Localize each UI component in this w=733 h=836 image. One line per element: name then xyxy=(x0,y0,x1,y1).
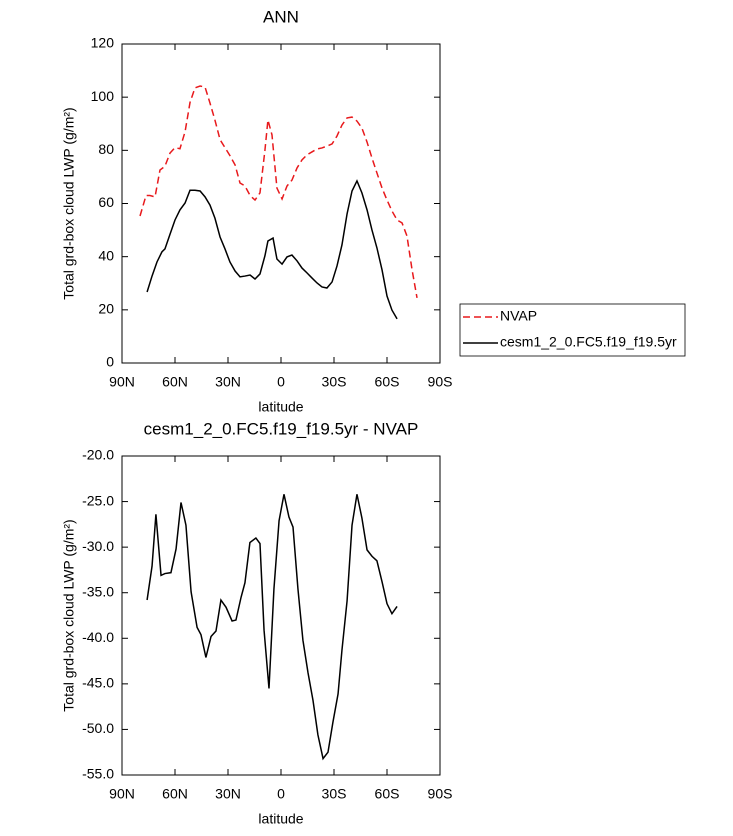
chart-title: ANN xyxy=(263,7,299,26)
x-axis-title: latitude xyxy=(258,811,303,827)
y-tick-label: 20 xyxy=(98,301,114,317)
legend-box xyxy=(459,303,686,357)
y-tick-label: 80 xyxy=(98,141,114,157)
x-tick-label: 90S xyxy=(428,374,453,390)
y-tick-label: -40.0 xyxy=(82,629,114,645)
y-tick-label: 0 xyxy=(106,354,114,370)
y-tick-label: -20.0 xyxy=(82,447,114,463)
y-axis-title: Total grd-box cloud LWP (g/m²) xyxy=(61,107,77,299)
y-tick-label: -50.0 xyxy=(82,720,114,736)
y-tick-label: 60 xyxy=(98,194,114,210)
x-tick-label: 90N xyxy=(109,786,135,802)
plot-frame xyxy=(121,43,441,364)
y-tick-label: 40 xyxy=(98,247,114,263)
x-tick-label: 60N xyxy=(162,786,188,802)
chart-title: cesm1_2_0.FC5.f19_f19.5yr - NVAP xyxy=(144,419,419,438)
x-tick-label: 30N xyxy=(215,374,241,390)
x-tick-label: 60N xyxy=(162,374,188,390)
x-tick-label: 0 xyxy=(277,786,285,802)
x-axis-title: latitude xyxy=(258,399,303,415)
y-axis-title: Total grd-box cloud LWP (g/m²) xyxy=(61,519,77,711)
x-tick-label: 90S xyxy=(428,786,453,802)
y-tick-label: -55.0 xyxy=(82,766,114,782)
series-line xyxy=(146,179,398,320)
y-tick-label: -25.0 xyxy=(82,492,114,508)
plot-frame xyxy=(121,455,441,776)
y-tick-label: -30.0 xyxy=(82,538,114,554)
x-tick-label: 60S xyxy=(375,374,400,390)
x-tick-label: 60S xyxy=(375,786,400,802)
y-tick-label: -35.0 xyxy=(82,583,114,599)
legend-label: cesm1_2_0.FC5.f19_f19.5yr xyxy=(500,334,677,350)
y-tick-label: 120 xyxy=(91,35,115,51)
x-tick-label: 30S xyxy=(322,786,347,802)
series-line xyxy=(139,85,418,299)
y-tick-label: -45.0 xyxy=(82,675,114,691)
x-tick-label: 30S xyxy=(322,374,347,390)
series-line xyxy=(146,494,398,761)
legend-label: NVAP xyxy=(500,308,537,324)
x-tick-label: 90N xyxy=(109,374,135,390)
y-tick-label: 100 xyxy=(91,88,115,104)
x-tick-label: 30N xyxy=(215,786,241,802)
x-tick-label: 0 xyxy=(277,374,285,390)
